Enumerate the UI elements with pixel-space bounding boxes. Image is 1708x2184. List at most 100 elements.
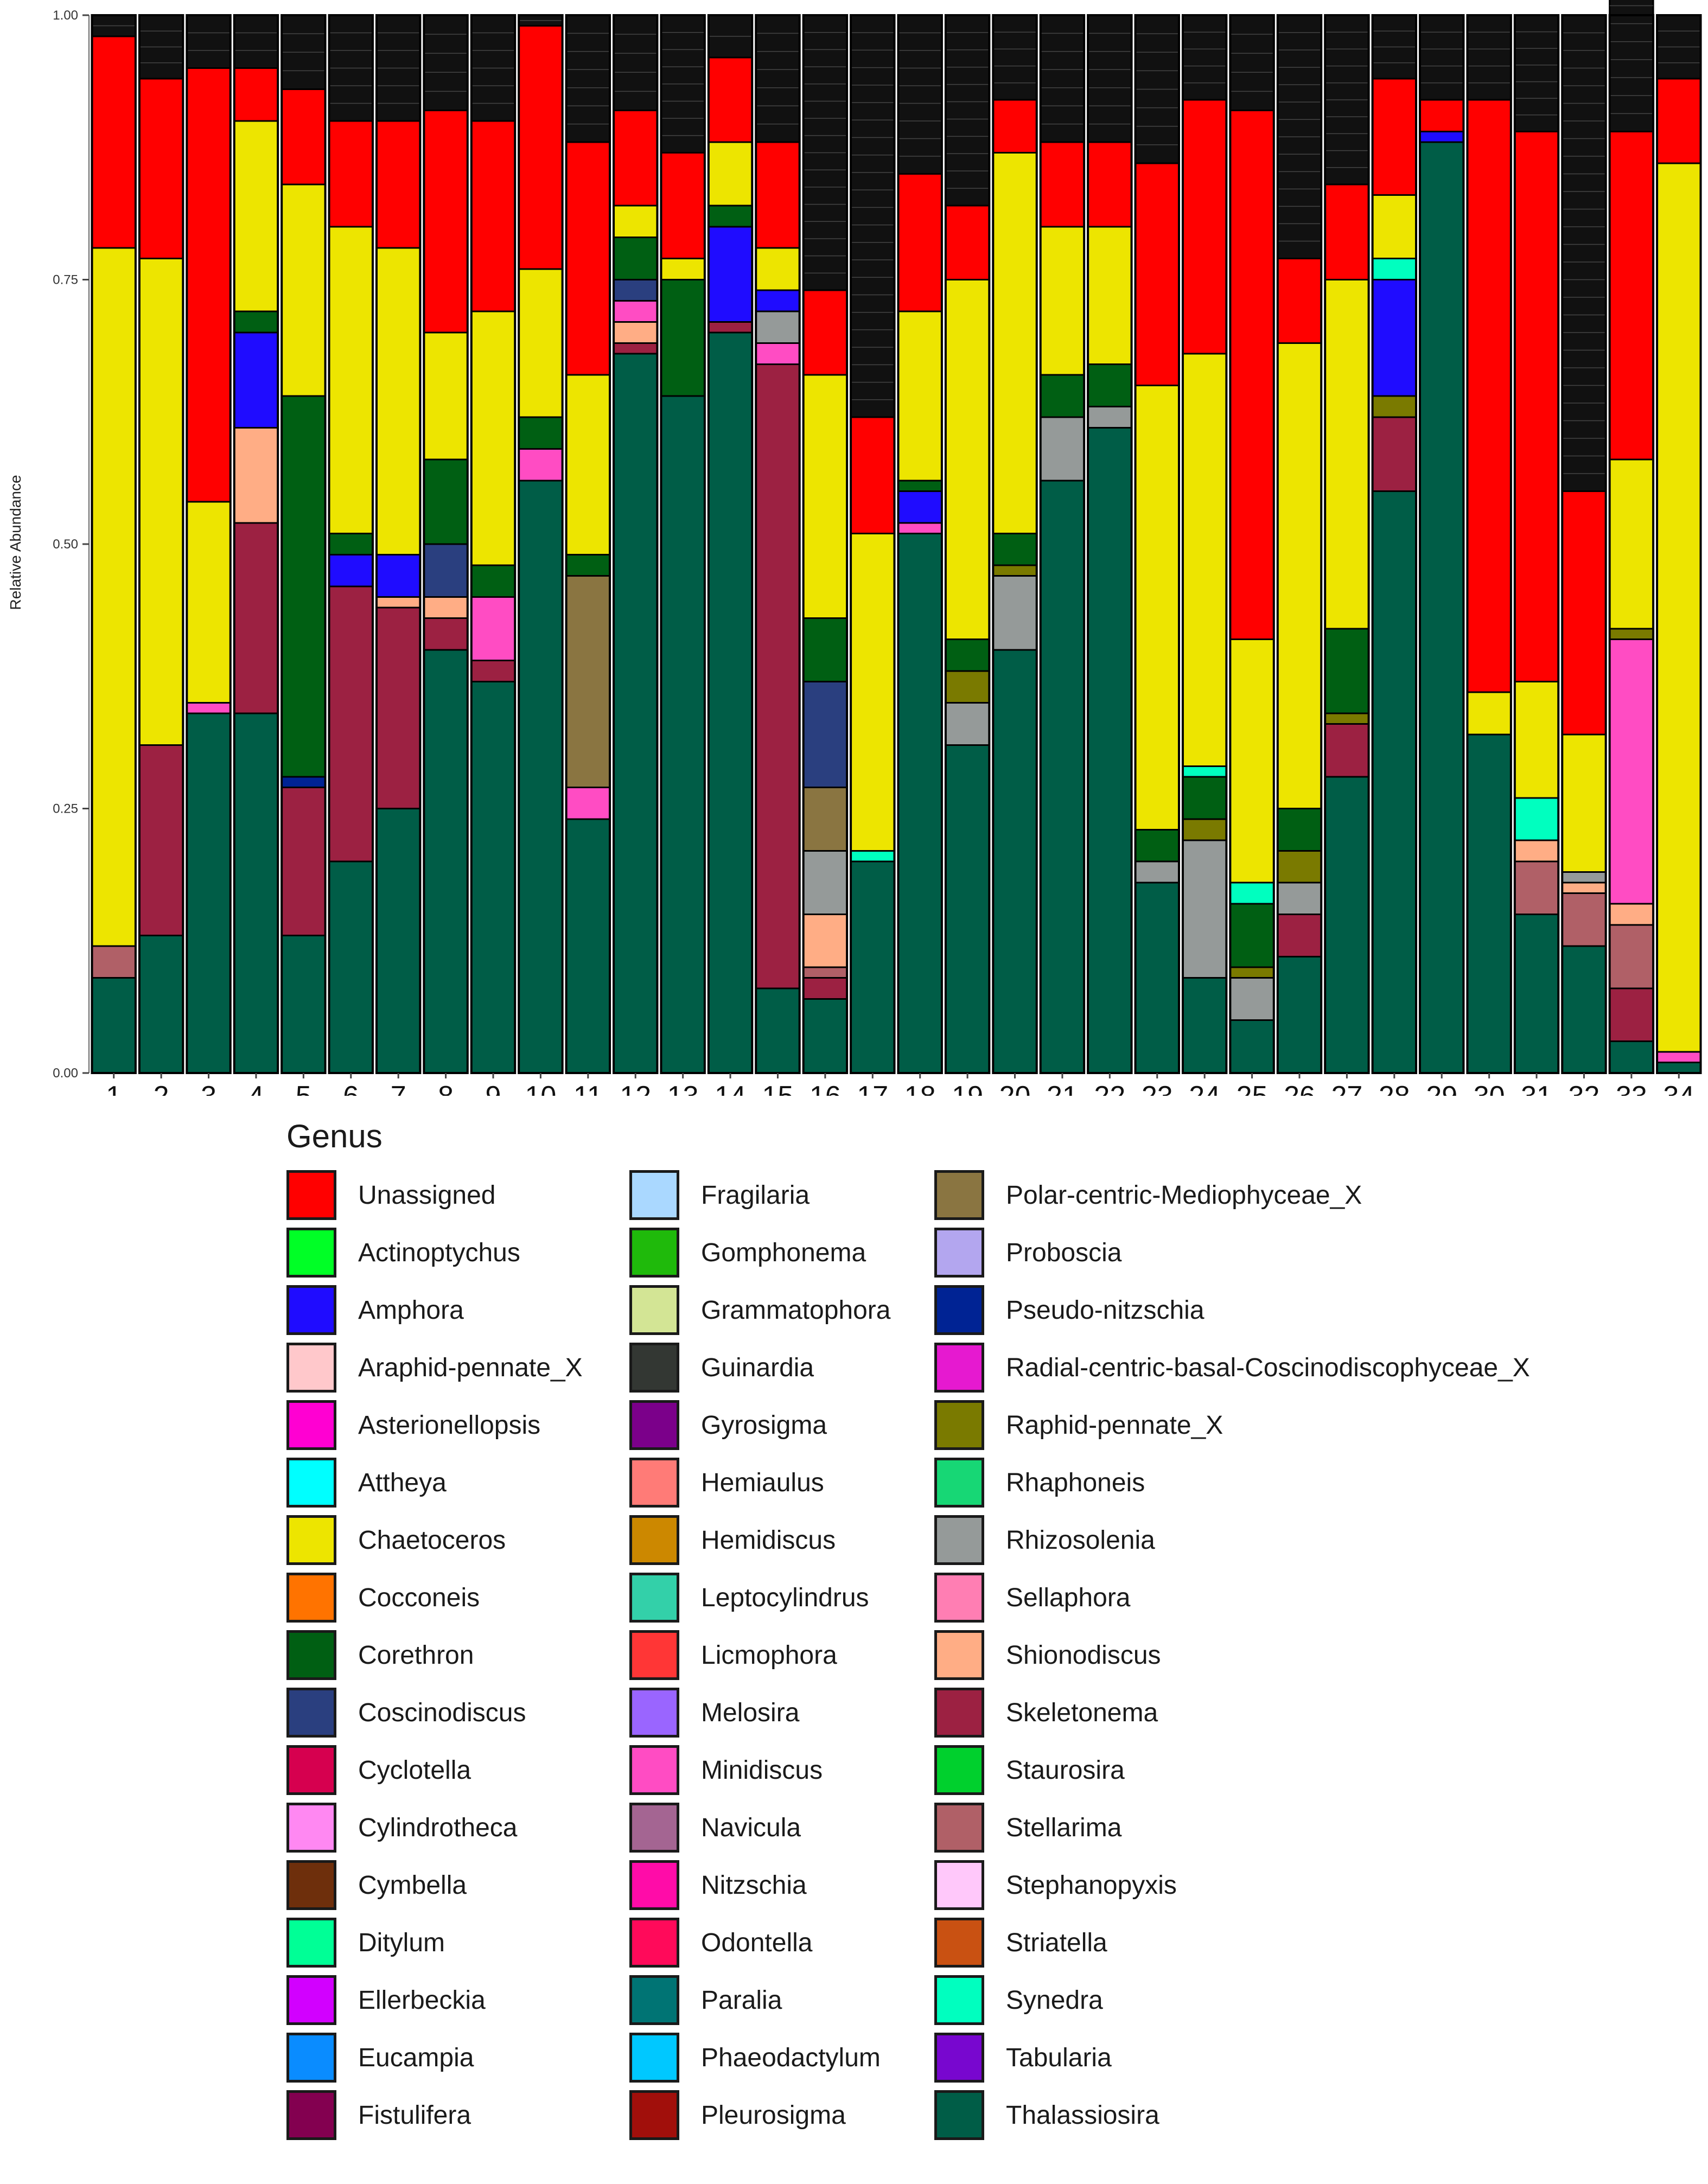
- legend-item: Radial-centric-basal-Coscinodiscophyceae…: [934, 1339, 1530, 1396]
- legend-swatch: [934, 1688, 984, 1738]
- legend-label: Cyclotella: [358, 1755, 471, 1785]
- legend-swatch: [286, 1918, 336, 1968]
- bar-1: [91, 14, 137, 1074]
- bar-segment-chaetoceros: [1656, 162, 1702, 1053]
- legend-item: Guinardia: [629, 1339, 890, 1396]
- legend-item: Leptocylindrus: [629, 1569, 890, 1626]
- bar-segment-amphora: [708, 226, 753, 323]
- bar-segment-chaetoceros: [138, 258, 184, 746]
- legend-label: Stellarima: [1006, 1813, 1122, 1842]
- bar-segment-corethron: [613, 237, 658, 280]
- bar-segment-synedra: [1229, 882, 1275, 905]
- legend-swatch: [286, 1170, 336, 1220]
- legend-item: Cocconeis: [286, 1569, 583, 1626]
- bar-segment-chaetoceros: [992, 152, 1038, 534]
- legend-item: Paralia: [629, 1971, 890, 2029]
- bar-4: [233, 14, 279, 1074]
- bar-segment-unassigned: [992, 99, 1038, 154]
- bar-segment-chaetoceros: [328, 226, 374, 534]
- bar-26: [1276, 14, 1323, 1074]
- legend-label: Ditylum: [358, 1928, 445, 1957]
- bar-segment-chaetoceros: [1466, 691, 1512, 736]
- bar-segment-amphora: [1372, 279, 1417, 397]
- legend-label: Fragilaria: [701, 1180, 810, 1210]
- legend-item: Rhaphoneis: [934, 1454, 1530, 1511]
- bar-3: [186, 14, 232, 1074]
- bar-segment-rhizosolenia: [1277, 882, 1322, 915]
- legend-item: Striatella: [934, 1914, 1530, 1971]
- bar-segment-corethron: [328, 533, 374, 555]
- legend-column-1: Unassigned Actinoptychus Amphora Araphid-pe…: [286, 1166, 583, 2144]
- legend-item: Araphid-pennate_X: [286, 1339, 583, 1396]
- bar-segment-other-minor-genera-: [897, 14, 943, 175]
- legend-item: Rhizosolenia: [934, 1511, 1530, 1569]
- bar-segment-polar-centric-mediophyceae-x: [802, 787, 848, 852]
- legend-swatch: [934, 1860, 984, 1910]
- legend-item: Melosira: [629, 1684, 890, 1741]
- bar-segment-chaetoceros: [1609, 458, 1654, 630]
- bar-segment-unassigned: [91, 35, 137, 249]
- legend-swatch: [934, 1803, 984, 1853]
- legend-label: Stephanopyxis: [1006, 1870, 1177, 1900]
- bar-segment-shionodiscus: [1609, 903, 1654, 926]
- legend-item: Skeletonema: [934, 1684, 1530, 1741]
- bar-segment-chaetoceros: [708, 141, 753, 207]
- bar-segment-corethron: [945, 638, 990, 672]
- bar-segment-chaetoceros: [613, 205, 658, 238]
- x-tick-label: 1: [106, 1081, 122, 1096]
- bar-segment-chaetoceros: [945, 279, 990, 640]
- bar-segment-raphid-pennate-x: [1277, 850, 1322, 884]
- x-tick-label: 9: [486, 1081, 501, 1096]
- legend-item: Fragilaria: [629, 1166, 890, 1224]
- bar-segment-shionodiscus: [375, 596, 421, 609]
- bar-segment-minidiscus: [613, 300, 658, 323]
- legend-swatch: [629, 1400, 679, 1450]
- bar-segment-unassigned: [233, 67, 279, 122]
- bar-segment-corethron: [1277, 808, 1322, 852]
- legend-swatch: [286, 1515, 336, 1565]
- bar-segment-chaetoceros: [1135, 385, 1180, 831]
- legend-swatch: [934, 1400, 984, 1450]
- bar-23: [1134, 14, 1180, 1074]
- legend-item: Corethron: [286, 1626, 583, 1684]
- bar-segment-minidiscus: [186, 702, 232, 714]
- legend-item: Tabularia: [934, 2029, 1530, 2086]
- y-tick-label: 0.75: [53, 273, 78, 288]
- legend-swatch: [286, 1860, 336, 1910]
- bar-segment-stellarima: [1514, 860, 1559, 915]
- legend-label: Hemiaulus: [701, 1468, 824, 1497]
- bar-segment-thalassiosira: [945, 744, 990, 1074]
- legend-item: Shionodiscus: [934, 1626, 1530, 1684]
- x-tick-label: 3: [201, 1081, 216, 1096]
- legend-item: Amphora: [286, 1281, 583, 1339]
- bar-segment-chaetoceros: [565, 374, 611, 555]
- bar-segment-unassigned: [660, 152, 706, 259]
- bar-segment-other-minor-genera-: [755, 14, 801, 143]
- legend-item: Navicula: [629, 1799, 890, 1856]
- bar-8: [423, 14, 469, 1074]
- x-tick-label: 17: [857, 1081, 888, 1096]
- bar-segment-other-minor-genera-: [186, 14, 232, 69]
- legend-swatch: [286, 1975, 336, 2025]
- bar-segment-unassigned: [1087, 141, 1133, 228]
- legend-label: Thalassiosira: [1006, 2100, 1159, 2130]
- bar-segment-minidiscus: [1656, 1051, 1702, 1063]
- legend: Genus Unassigned Actinoptychus Amphora Arap…: [282, 1117, 1639, 2181]
- legend-item: Gyrosigma: [629, 1396, 890, 1454]
- bar-20: [992, 14, 1038, 1074]
- bar-segment-unassigned: [423, 110, 469, 334]
- bar-segment-thalassiosira: [897, 533, 943, 1074]
- legend-label: Rhizosolenia: [1006, 1525, 1155, 1555]
- legend-label: Melosira: [701, 1698, 800, 1727]
- bar-10: [518, 14, 564, 1074]
- bar-segment-raphid-pennate-x: [1609, 628, 1654, 640]
- legend-item: Hemidiscus: [629, 1511, 890, 1569]
- legend-label: Synedra: [1006, 1985, 1103, 2015]
- x-tick-label: 14: [715, 1081, 746, 1096]
- bar-segment-chaetoceros: [1040, 226, 1085, 376]
- legend-label: Polar-centric-Mediophyceae_X: [1006, 1180, 1362, 1210]
- bar-segment-other-minor-genera-: [613, 14, 658, 111]
- bar-segment-minidiscus: [565, 787, 611, 820]
- bar-segment-unassigned: [1372, 78, 1417, 196]
- bar-segment-chaetoceros: [755, 247, 801, 291]
